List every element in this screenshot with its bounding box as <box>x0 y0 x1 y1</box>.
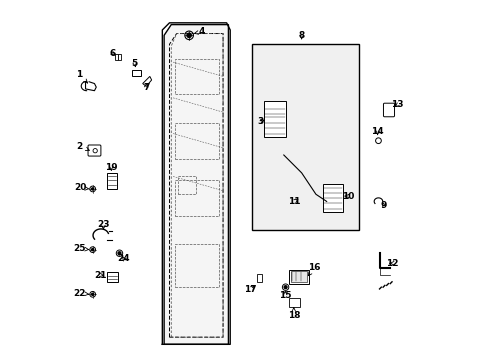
Text: 24: 24 <box>117 254 130 263</box>
Text: 5: 5 <box>131 59 138 68</box>
Circle shape <box>118 252 121 255</box>
Bar <box>118 54 121 60</box>
Circle shape <box>91 293 94 296</box>
Bar <box>288 298 299 307</box>
Bar <box>175 244 219 287</box>
Polygon shape <box>164 24 228 344</box>
Text: 16: 16 <box>307 263 320 276</box>
Text: 11: 11 <box>287 197 300 206</box>
Text: 23: 23 <box>97 220 109 229</box>
Text: 2: 2 <box>76 141 89 150</box>
Bar <box>178 176 196 194</box>
Text: 13: 13 <box>390 100 403 109</box>
FancyBboxPatch shape <box>88 145 101 156</box>
Text: 4: 4 <box>194 27 204 36</box>
Text: 3: 3 <box>257 117 264 126</box>
Bar <box>175 180 219 216</box>
Bar <box>175 59 219 94</box>
Text: 21: 21 <box>95 270 107 279</box>
Text: 15: 15 <box>278 291 291 300</box>
Text: 8: 8 <box>298 31 304 40</box>
Text: 6: 6 <box>109 49 115 58</box>
Text: 9: 9 <box>380 201 386 210</box>
Bar <box>107 272 118 282</box>
Text: 18: 18 <box>287 308 300 320</box>
Text: 10: 10 <box>341 192 354 201</box>
Circle shape <box>186 33 191 37</box>
Text: 7: 7 <box>143 83 149 92</box>
Bar <box>132 70 141 76</box>
Bar <box>251 44 358 230</box>
Circle shape <box>284 286 286 289</box>
Bar <box>290 271 306 282</box>
Bar <box>264 102 285 137</box>
Bar <box>107 173 117 189</box>
Bar <box>115 54 118 60</box>
Text: 25: 25 <box>73 244 88 253</box>
Circle shape <box>91 249 94 251</box>
Bar <box>288 270 308 284</box>
Polygon shape <box>142 76 151 86</box>
Text: 22: 22 <box>73 289 88 298</box>
FancyBboxPatch shape <box>383 103 394 117</box>
Bar <box>175 123 219 158</box>
Bar <box>257 274 262 282</box>
Text: 19: 19 <box>105 163 117 172</box>
Circle shape <box>91 188 94 190</box>
Text: 1: 1 <box>76 70 87 83</box>
Text: 12: 12 <box>386 259 398 268</box>
Bar <box>323 184 342 212</box>
Text: 14: 14 <box>371 127 383 136</box>
Text: 20: 20 <box>74 183 89 192</box>
Text: 17: 17 <box>244 285 256 294</box>
